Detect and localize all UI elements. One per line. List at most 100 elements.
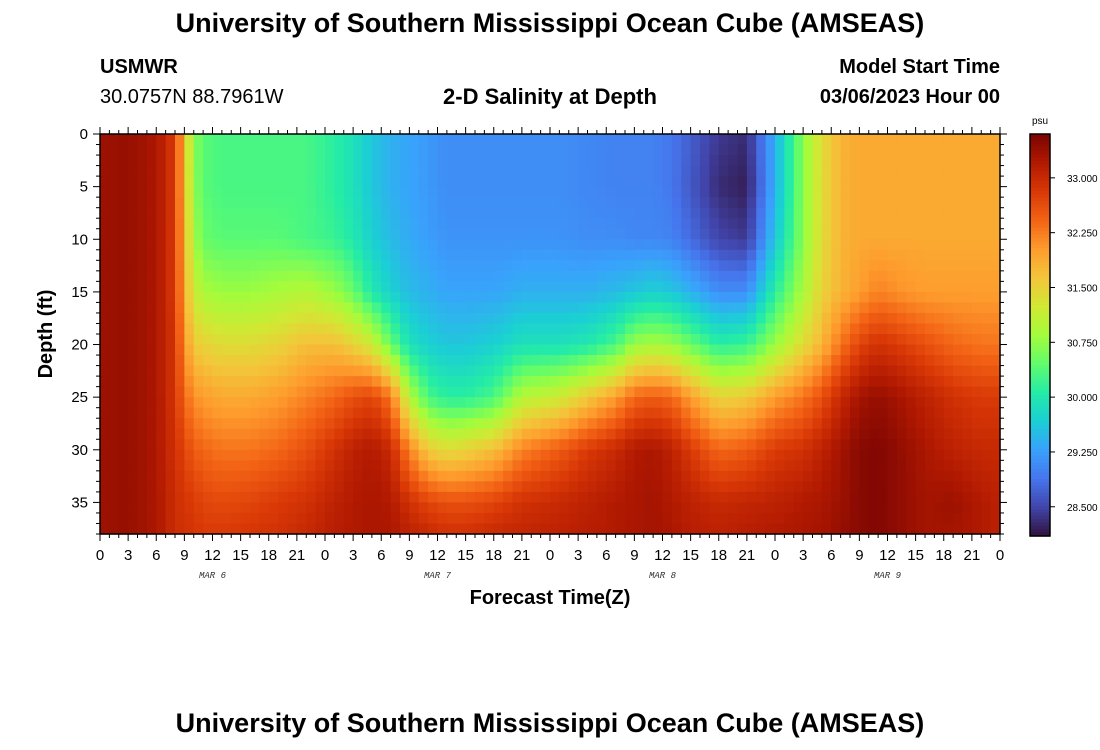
heatmap-cell xyxy=(484,134,495,146)
heatmap-cell xyxy=(700,481,710,493)
colorbar-segment xyxy=(1030,170,1050,175)
heatmap-cell xyxy=(118,323,129,335)
heatmap-cell xyxy=(793,270,804,282)
heatmap-cell xyxy=(840,228,851,240)
heatmap-cell xyxy=(296,365,307,377)
heatmap-cell xyxy=(521,449,532,461)
heatmap-cell xyxy=(868,512,879,525)
heatmap-cell xyxy=(296,407,307,419)
heatmap-cell xyxy=(596,186,607,198)
heatmap-cell xyxy=(990,197,1001,209)
heatmap-cell xyxy=(259,249,270,261)
heatmap-cell xyxy=(793,186,804,198)
heatmap-cell xyxy=(821,260,832,272)
heatmap-cell xyxy=(156,397,167,409)
heatmap-cell xyxy=(353,376,364,388)
heatmap-cell xyxy=(446,270,457,282)
heatmap-cell xyxy=(634,186,645,198)
heatmap-cell xyxy=(568,323,579,335)
colorbar-segment xyxy=(1030,288,1050,293)
heatmap-cell xyxy=(634,281,645,293)
heatmap-cell xyxy=(578,270,589,282)
heatmap-cell xyxy=(428,407,439,419)
heatmap-cell xyxy=(831,186,842,198)
heatmap-cell xyxy=(465,312,476,325)
heatmap-cell xyxy=(728,260,739,272)
heatmap-cell xyxy=(465,502,476,514)
heatmap-cell xyxy=(156,302,167,314)
heatmap-cell xyxy=(184,460,195,472)
heatmap-cell xyxy=(287,439,298,451)
heatmap-cell xyxy=(296,312,307,325)
heatmap-cell xyxy=(184,312,195,325)
heatmap-cell xyxy=(240,260,251,272)
heatmap-cell xyxy=(671,481,682,493)
heatmap-cell xyxy=(906,270,917,282)
heatmap-cell xyxy=(671,428,682,440)
heatmap-cell xyxy=(334,249,345,261)
heatmap-cell xyxy=(437,134,448,146)
colorbar-segment xyxy=(1030,268,1050,272)
heatmap-cell xyxy=(568,197,579,209)
heatmap-cell xyxy=(981,449,992,461)
heatmap-cell xyxy=(512,460,523,472)
heatmap-cell xyxy=(728,365,739,377)
heatmap-cell xyxy=(831,397,842,409)
heatmap-cell xyxy=(531,176,542,188)
heatmap-cell xyxy=(240,481,251,493)
heatmap-cell xyxy=(428,144,439,156)
heatmap-cell xyxy=(456,460,467,472)
colorbar-segment xyxy=(1030,345,1050,349)
heatmap-cell xyxy=(437,207,448,219)
heatmap-cell xyxy=(765,428,776,440)
heatmap-cell xyxy=(915,281,926,293)
heatmap-cell xyxy=(643,334,654,346)
heatmap-cell xyxy=(634,302,645,314)
heatmap-cell xyxy=(521,207,532,219)
heatmap-cell xyxy=(934,239,945,251)
heatmap-cell xyxy=(878,344,889,356)
heatmap-cell xyxy=(681,460,692,472)
heatmap-cell xyxy=(315,197,326,209)
heatmap-cell xyxy=(193,312,204,325)
heatmap-cell xyxy=(915,155,926,167)
heatmap-cell xyxy=(400,239,410,251)
heatmap-cell xyxy=(475,344,485,356)
heatmap-cell xyxy=(259,376,270,388)
x-tick-label: 9 xyxy=(855,547,863,564)
heatmap-cell xyxy=(803,365,814,377)
heatmap-cell xyxy=(765,439,776,451)
heatmap-cell xyxy=(971,460,982,472)
heatmap-cell xyxy=(100,428,110,440)
heatmap-cell xyxy=(784,228,795,240)
heatmap-cell xyxy=(981,439,992,451)
heatmap-cell xyxy=(634,365,645,377)
heatmap-cell xyxy=(840,355,851,367)
heatmap-cell xyxy=(296,386,307,398)
heatmap-cell xyxy=(118,512,129,525)
heatmap-cell xyxy=(925,281,935,293)
heatmap-cell xyxy=(812,134,823,146)
heatmap-cell xyxy=(521,365,532,377)
heatmap-cell xyxy=(784,491,795,504)
heatmap-cell xyxy=(971,228,982,240)
heatmap-cell xyxy=(831,302,842,314)
heatmap-cell xyxy=(531,186,542,198)
heatmap-cell xyxy=(175,323,185,335)
heatmap-cell xyxy=(475,365,485,377)
heatmap-cell xyxy=(596,155,607,167)
heatmap-cell xyxy=(653,418,664,430)
heatmap-cell xyxy=(915,197,926,209)
heatmap-cell xyxy=(240,144,251,156)
heatmap-cell xyxy=(643,512,654,525)
heatmap-cell xyxy=(775,334,785,346)
heatmap-cell xyxy=(615,407,626,419)
heatmap-cell xyxy=(465,281,476,293)
heatmap-cell xyxy=(503,144,514,156)
heatmap-cell xyxy=(578,428,589,440)
heatmap-cell xyxy=(100,270,110,282)
heatmap-cell xyxy=(653,260,664,272)
heatmap-cell xyxy=(306,144,317,156)
heatmap-cell xyxy=(100,449,110,461)
heatmap-cell xyxy=(128,302,139,314)
